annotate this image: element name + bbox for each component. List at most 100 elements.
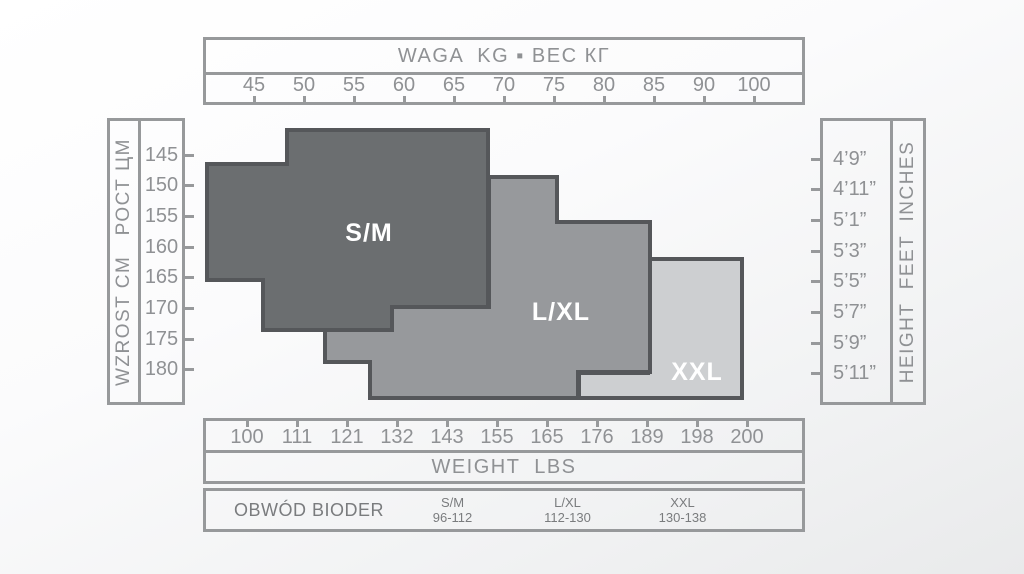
tick-mark	[652, 96, 656, 102]
tick-mark	[295, 421, 299, 427]
weight-lbs-tick: 176	[577, 421, 617, 448]
height-ft-tick: 5’1”	[811, 208, 890, 231]
height-ft-tick: 5’3”	[811, 239, 890, 262]
size-region-label-lxl: L/XL	[532, 298, 590, 326]
bottom-axis-title: WEIGHT LBS	[431, 455, 577, 478]
tick-mark	[811, 280, 821, 284]
hip-size-name: XXL	[670, 495, 695, 510]
left-axis-label-col: WZROST CM РОСТ ЦМ	[110, 121, 141, 402]
weight-kg-tick-label: 75	[542, 74, 566, 96]
tick-mark	[252, 96, 256, 102]
weight-kg-tick-label: 50	[292, 74, 316, 96]
size-region-label-xxl: XXL	[671, 358, 723, 386]
tick-mark	[184, 245, 194, 249]
height-cm-tick-label: 155	[144, 204, 179, 227]
weight-lbs-tick: 111	[277, 421, 317, 448]
tick-mark	[184, 307, 194, 311]
weight-lbs-tick-label: 121	[330, 426, 364, 448]
tick-mark	[811, 249, 821, 253]
tick-mark	[345, 421, 349, 427]
weight-kg-tick-label: 55	[342, 74, 366, 96]
weight-kg-tick: 75	[534, 75, 574, 102]
weight-kg-tick-label: 45	[242, 74, 266, 96]
tick-mark	[445, 421, 449, 427]
tick-mark	[245, 421, 249, 427]
weight-lbs-tick-label: 176	[580, 426, 614, 448]
height-ft-tick-label: 5’3”	[833, 239, 867, 262]
hip-size-range: 96-112	[432, 510, 473, 525]
height-ft-tick-label: 5’1”	[833, 208, 867, 231]
height-cm-tick: 155	[141, 204, 194, 227]
hip-circumference-box: OBWÓD BIODER S/M 96-112 L/XL 112-130 XXL 130-…	[203, 488, 805, 532]
tick-mark	[811, 372, 821, 376]
height-ft-tick: 5’11”	[811, 362, 890, 385]
weight-lbs-tick-label: 132	[380, 426, 414, 448]
weight-lbs-tick-label: 111	[281, 426, 313, 448]
tick-mark	[545, 421, 549, 427]
weight-lbs-tick-label: 165	[530, 426, 564, 448]
weight-lbs-tick-label: 189	[630, 426, 664, 448]
height-cm-tick: 150	[141, 174, 194, 197]
top-axis-title-row: WAGA KG ▪ ВЕС КГ	[206, 40, 802, 75]
tick-mark	[302, 96, 306, 102]
height-ft-tick: 4’9”	[811, 147, 890, 170]
weight-kg-tick: 80	[584, 75, 624, 102]
tick-mark	[695, 421, 699, 427]
bottom-axis-title-row: WEIGHT LBS	[206, 453, 802, 481]
height-cm-tick: 165	[141, 266, 194, 289]
weight-kg-tick-label: 65	[442, 74, 466, 96]
height-cm-tick-label: 175	[144, 327, 179, 350]
weight-lbs-tick: 198	[677, 421, 717, 448]
hip-size-column: L/XL 112-130	[510, 495, 625, 525]
hip-size-range: 112-130	[544, 510, 591, 525]
weight-lbs-tick-label: 198	[680, 426, 714, 448]
left-axis-ticks: 145 150 155 160 165 170 175 180	[141, 121, 194, 402]
height-ft-tick-label: 4’9”	[833, 147, 867, 170]
height-cm-tick: 180	[141, 358, 194, 381]
weight-kg-tick-label: 60	[392, 74, 416, 96]
weight-lbs-tick: 100	[227, 421, 267, 448]
size-region-sm	[205, 128, 490, 332]
tick-mark	[184, 276, 194, 280]
height-ft-tick: 5’9”	[811, 332, 890, 354]
tick-mark	[811, 218, 821, 222]
right-axis-box: 4’9” 4’11” 5’1” 5’3” 5’5” 5’7” 5’9” 5’11” HEIGH…	[811, 118, 926, 405]
weight-lbs-tick: 200	[727, 421, 767, 448]
tick-mark	[811, 188, 821, 192]
height-ft-tick: 5’5”	[811, 270, 890, 293]
hip-size-name: S/M	[440, 495, 465, 510]
tick-mark	[184, 337, 194, 341]
height-cm-tick-label: 160	[144, 235, 179, 258]
height-cm-tick: 170	[141, 297, 194, 320]
height-ft-tick-label: 4’11”	[833, 178, 876, 201]
weight-lbs-tick: 155	[477, 421, 517, 448]
height-ft-tick-label: 5’5”	[833, 270, 867, 293]
weight-kg-tick-label: 100	[737, 74, 771, 96]
bottom-axis-ticks: 100 111 121 132 143 155 165 176 189 198 200	[206, 421, 802, 453]
tick-mark	[811, 311, 821, 315]
weight-kg-tick-label: 90	[692, 74, 716, 96]
weight-kg-tick-label: 70	[492, 74, 516, 96]
weight-lbs-tick-label: 155	[480, 426, 514, 448]
weight-lbs-tick-label: 143	[430, 426, 464, 448]
weight-lbs-tick-label: 100	[230, 426, 264, 448]
tick-mark	[745, 421, 749, 427]
tick-mark	[352, 96, 356, 102]
weight-kg-tick: 70	[484, 75, 524, 102]
weight-kg-tick-label: 80	[592, 74, 616, 96]
tick-mark	[495, 421, 499, 427]
height-cm-tick: 160	[141, 235, 194, 258]
hip-size-column: S/M 96-112	[395, 495, 510, 525]
weight-lbs-tick: 143	[427, 421, 467, 448]
tick-mark	[184, 153, 194, 157]
tick-mark	[402, 96, 406, 102]
weight-kg-tick: 85	[634, 75, 674, 102]
tick-mark	[395, 421, 399, 427]
weight-kg-tick: 50	[284, 75, 324, 102]
weight-kg-tick: 100	[734, 75, 774, 102]
tick-mark	[602, 96, 606, 102]
weight-lbs-tick: 121	[327, 421, 367, 448]
tick-mark	[702, 96, 706, 102]
height-cm-tick-label: 165	[144, 266, 179, 289]
height-ft-tick: 5’7”	[811, 301, 890, 324]
